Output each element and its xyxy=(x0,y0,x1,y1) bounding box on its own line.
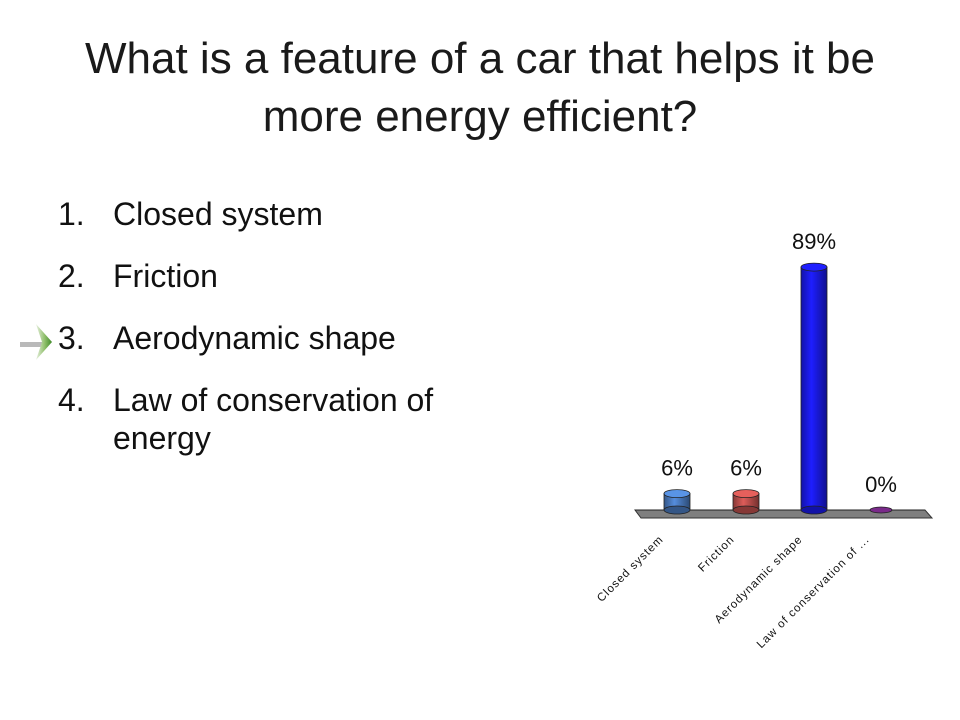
bar-3 xyxy=(800,266,828,511)
category-label-1: Closed system xyxy=(595,534,666,605)
answer-number: 3. xyxy=(58,320,85,356)
answer-option-3: 3. Aerodynamic shape xyxy=(58,319,478,357)
bar-base-2 xyxy=(732,505,760,515)
bar-top-2 xyxy=(732,489,760,499)
answer-text: Closed system xyxy=(113,196,323,232)
bar-base-3 xyxy=(800,505,828,515)
data-label-1: 6% xyxy=(661,456,693,481)
answer-text: Law of conservation of energy xyxy=(113,382,434,456)
answer-text: Aerodynamic shape xyxy=(113,320,396,356)
answer-list: 1. Closed system 2. Friction 3. Aerodyna… xyxy=(58,195,478,481)
answer-option-1: 1. Closed system xyxy=(58,195,478,233)
question-title: What is a feature of a car that helps it… xyxy=(85,34,875,141)
answer-number: 4. xyxy=(58,382,85,418)
data-label-4: 0% xyxy=(865,472,897,497)
data-label-2: 6% xyxy=(730,456,762,481)
answer-number: 1. xyxy=(58,196,85,232)
bar-top-3 xyxy=(800,262,828,272)
bar-base-1 xyxy=(663,505,691,515)
answer-text: Friction xyxy=(113,258,218,294)
results-bar-chart: 6% 6%89%0%Closed system FrictionAerodynami… xyxy=(595,229,934,651)
bar-4 xyxy=(869,506,893,514)
category-label-4: Law of conservation of ... xyxy=(755,534,872,651)
category-label-2: Friction xyxy=(696,534,737,575)
bar-top-1 xyxy=(663,489,691,499)
answer-number: 2. xyxy=(58,258,85,294)
answer-option-2: 2. Friction xyxy=(58,257,478,295)
answer-option-4: 4. Law of conservation of energy xyxy=(58,381,478,457)
data-label-3: 89% xyxy=(792,229,836,254)
right-arrow-icon xyxy=(20,324,52,360)
